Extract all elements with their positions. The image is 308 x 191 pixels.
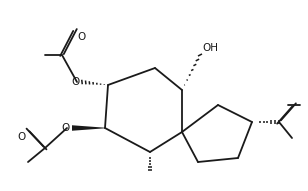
Text: O: O [18, 132, 26, 142]
Polygon shape [72, 125, 105, 131]
Text: O: O [62, 123, 70, 133]
Text: O: O [72, 77, 80, 87]
Text: OH: OH [202, 43, 218, 53]
Text: O: O [77, 32, 85, 42]
